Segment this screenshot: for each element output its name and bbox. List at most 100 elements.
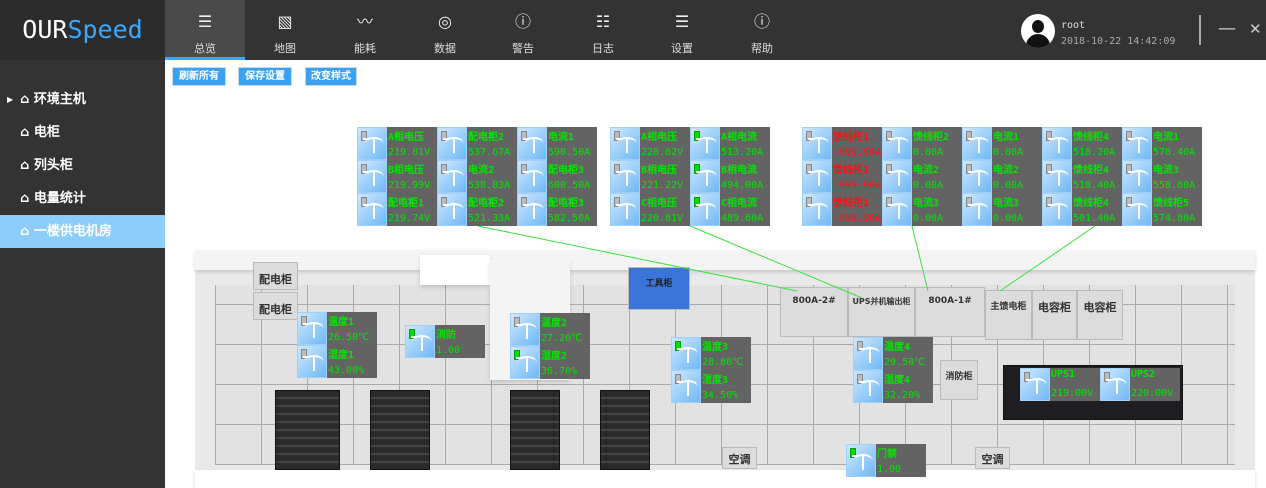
- map-icon: ▧: [277, 12, 293, 31]
- sensor-value: 36.70%: [541, 366, 578, 377]
- sensor-tile[interactable]: B相电压 219.99V: [357, 160, 437, 193]
- nav-tab-7[interactable]: ⓘ 帮助: [722, 0, 802, 60]
- sensor-tile[interactable]: 馈线柜4 518.40A: [1042, 160, 1122, 193]
- sensor-tile[interactable]: 馈线柜4 518.20A: [1042, 127, 1122, 160]
- sensor-value: 27.20℃: [541, 333, 583, 344]
- sensor-tile[interactable]: 温度2 27.20℃: [510, 313, 590, 346]
- capacitor-cabinet[interactable]: 电容柜: [1077, 290, 1123, 340]
- sensor-tile[interactable]: 配电柜3 582.50A: [517, 193, 597, 226]
- sensor-value: 0.00A: [993, 213, 1024, 224]
- sensor-tile[interactable]: 馈线柜1 -999.90A: [802, 193, 882, 226]
- sensor-tile[interactable]: B相电流 494.00A: [690, 160, 770, 193]
- air-conditioner[interactable]: 空调: [975, 447, 1010, 469]
- sensor-icon: [853, 370, 883, 403]
- sensor-icon: [297, 345, 327, 378]
- save-settings-button[interactable]: 保存设置: [238, 67, 292, 86]
- sensor-tile[interactable]: C相电压 220.81V: [610, 193, 690, 226]
- nav-tab-0[interactable]: ☰ 总览: [165, 0, 245, 60]
- sensor-tile[interactable]: 温度3 28.80℃: [671, 337, 751, 370]
- capacitor-cabinet[interactable]: 电容柜: [1032, 290, 1077, 340]
- sensor-value: -999.90A: [833, 213, 882, 224]
- sensor-tile[interactable]: 门禁 1.00: [846, 444, 926, 477]
- sidebar-item-4[interactable]: ⌂ 一楼供电机房: [0, 215, 165, 248]
- sensor-name: 配电柜3: [548, 198, 585, 209]
- sensor-tile[interactable]: A相电压 219.81V: [357, 127, 437, 160]
- sidebar-item-1[interactable]: ⌂ 电柜: [0, 116, 165, 149]
- cabinet-label[interactable]: 配电柜: [253, 262, 298, 290]
- sensor-value: 1.00: [877, 464, 902, 475]
- minimize-button[interactable]: —: [1218, 18, 1236, 39]
- sensor-tile[interactable]: 湿度1 43.00%: [297, 345, 377, 378]
- main-feeder-cabinet[interactable]: 主馈电柜: [985, 290, 1032, 340]
- sensor-tile[interactable]: A相电流 513.20A: [690, 127, 770, 160]
- sidebar-item-3[interactable]: ⌂ 电量统计: [0, 182, 165, 215]
- sensor-tile[interactable]: C相电流 489.60A: [690, 193, 770, 226]
- sensor-tile[interactable]: 馈线柜5 574.80A: [1122, 193, 1202, 226]
- sensor-tile[interactable]: 消防 1.00: [405, 325, 485, 358]
- sensor-tile[interactable]: 温度4 29.50℃: [853, 337, 933, 370]
- sidebar-item-0[interactable]: ▶ ⌂ 环境主机: [0, 83, 165, 116]
- cabinet-ups-output[interactable]: UPS并机输出柜: [848, 287, 915, 337]
- nav-tab-2[interactable]: 〰能耗: [325, 0, 405, 60]
- sensor-tile[interactable]: 电流1 570.40A: [1122, 127, 1202, 160]
- sensor-tile[interactable]: 电流1 0.00A: [962, 127, 1042, 160]
- sensor-tile[interactable]: 电流3 0.00A: [882, 193, 962, 226]
- sensor-tile[interactable]: 温度1 26.50℃: [297, 312, 377, 345]
- sensor-name: 电流3: [913, 198, 940, 209]
- sensor-icon: [802, 127, 832, 160]
- sensor-tile[interactable]: UPS2 220.00V: [1100, 368, 1180, 401]
- nav-tab-4[interactable]: ⓘ 警告: [483, 0, 563, 60]
- sensor-icon: [1042, 127, 1072, 160]
- sensor-value: 220.62V: [641, 147, 684, 158]
- sensor-tile[interactable]: 电流1 590.50A: [517, 127, 597, 160]
- sensor-tile[interactable]: UPS1 219.00V: [1020, 368, 1100, 401]
- sensor-icon: [671, 370, 701, 403]
- sensor-tile[interactable]: A相电压 220.62V: [610, 127, 690, 160]
- sidebar-item-2[interactable]: ⌂ 列头柜: [0, 149, 165, 182]
- refresh-all-button[interactable]: 刷新所有: [172, 67, 226, 86]
- logo-text-a: OUR: [22, 15, 68, 44]
- sensor-tile[interactable]: 电流3 558.60A: [1122, 160, 1202, 193]
- change-style-button[interactable]: 改变样式: [305, 67, 357, 86]
- nav-tab-5[interactable]: ☷ 日志: [563, 0, 643, 60]
- sensor-name: 温度1: [328, 317, 355, 328]
- sensor-tile[interactable]: 配电柜2 537.67A: [437, 127, 517, 160]
- sensor-tile[interactable]: 馈线柜1 -999.90A: [802, 127, 882, 160]
- sensor-tile[interactable]: 配电柜1 219.74V: [357, 193, 437, 226]
- sensor-tile[interactable]: 馈线柜2 0.00A: [882, 127, 962, 160]
- sensor-tile[interactable]: 馈线柜1 -999.90A: [802, 160, 882, 193]
- sensor-tile[interactable]: 电流3 0.00A: [962, 193, 1042, 226]
- sensor-name: 电流1: [1153, 132, 1180, 143]
- sensor-tile[interactable]: 湿度4 32.20%: [853, 370, 933, 403]
- cabinet-800a-2[interactable]: 800A-2#: [780, 287, 848, 337]
- sensor-tile[interactable]: 湿度2 36.70%: [510, 346, 590, 379]
- sensor-icon: [962, 193, 992, 226]
- cabinet-label[interactable]: 配电柜: [253, 292, 298, 320]
- cabinet-800a-1[interactable]: 800A-1#: [915, 287, 985, 337]
- server-rack: [370, 390, 430, 470]
- fire-cabinet[interactable]: 消防柜: [940, 360, 978, 400]
- sensor-tile[interactable]: 配电柜3 600.50A: [517, 160, 597, 193]
- sensor-tile[interactable]: B相电压 221.22V: [610, 160, 690, 193]
- sensor-tile[interactable]: 电流2 0.00A: [882, 160, 962, 193]
- sensor-tile[interactable]: 电流2 0.00A: [962, 160, 1042, 193]
- expand-arrow-icon[interactable]: ▶: [7, 95, 14, 104]
- avatar[interactable]: [1021, 14, 1055, 48]
- tool-cabinet[interactable]: 工具柜: [628, 267, 690, 310]
- sensor-tile[interactable]: 电流2 538.83A: [437, 160, 517, 193]
- sensor-icon: [437, 193, 467, 226]
- sensor-tile[interactable]: 馈线柜4 501.40A: [1042, 193, 1122, 226]
- sensor-value: 219.74V: [388, 213, 431, 224]
- nav-tab-3[interactable]: ◎ 数据: [405, 0, 485, 60]
- air-conditioner[interactable]: 空调: [722, 447, 757, 469]
- sensor-name: 馈线柜4: [1073, 198, 1110, 209]
- sensor-value: 219.99V: [388, 180, 431, 191]
- nav-tab-6[interactable]: ☰ 设置: [642, 0, 722, 60]
- nav-tab-1[interactable]: ▧ 地图: [245, 0, 325, 60]
- sensor-value: 221.22V: [641, 180, 684, 191]
- sensor-name: 电流1: [993, 132, 1020, 143]
- sensor-tile[interactable]: 湿度3 34.50%: [671, 370, 751, 403]
- sensor-icon: [610, 193, 640, 226]
- sensor-tile[interactable]: 配电柜2 521.33A: [437, 193, 517, 226]
- close-button[interactable]: ✕: [1249, 20, 1262, 38]
